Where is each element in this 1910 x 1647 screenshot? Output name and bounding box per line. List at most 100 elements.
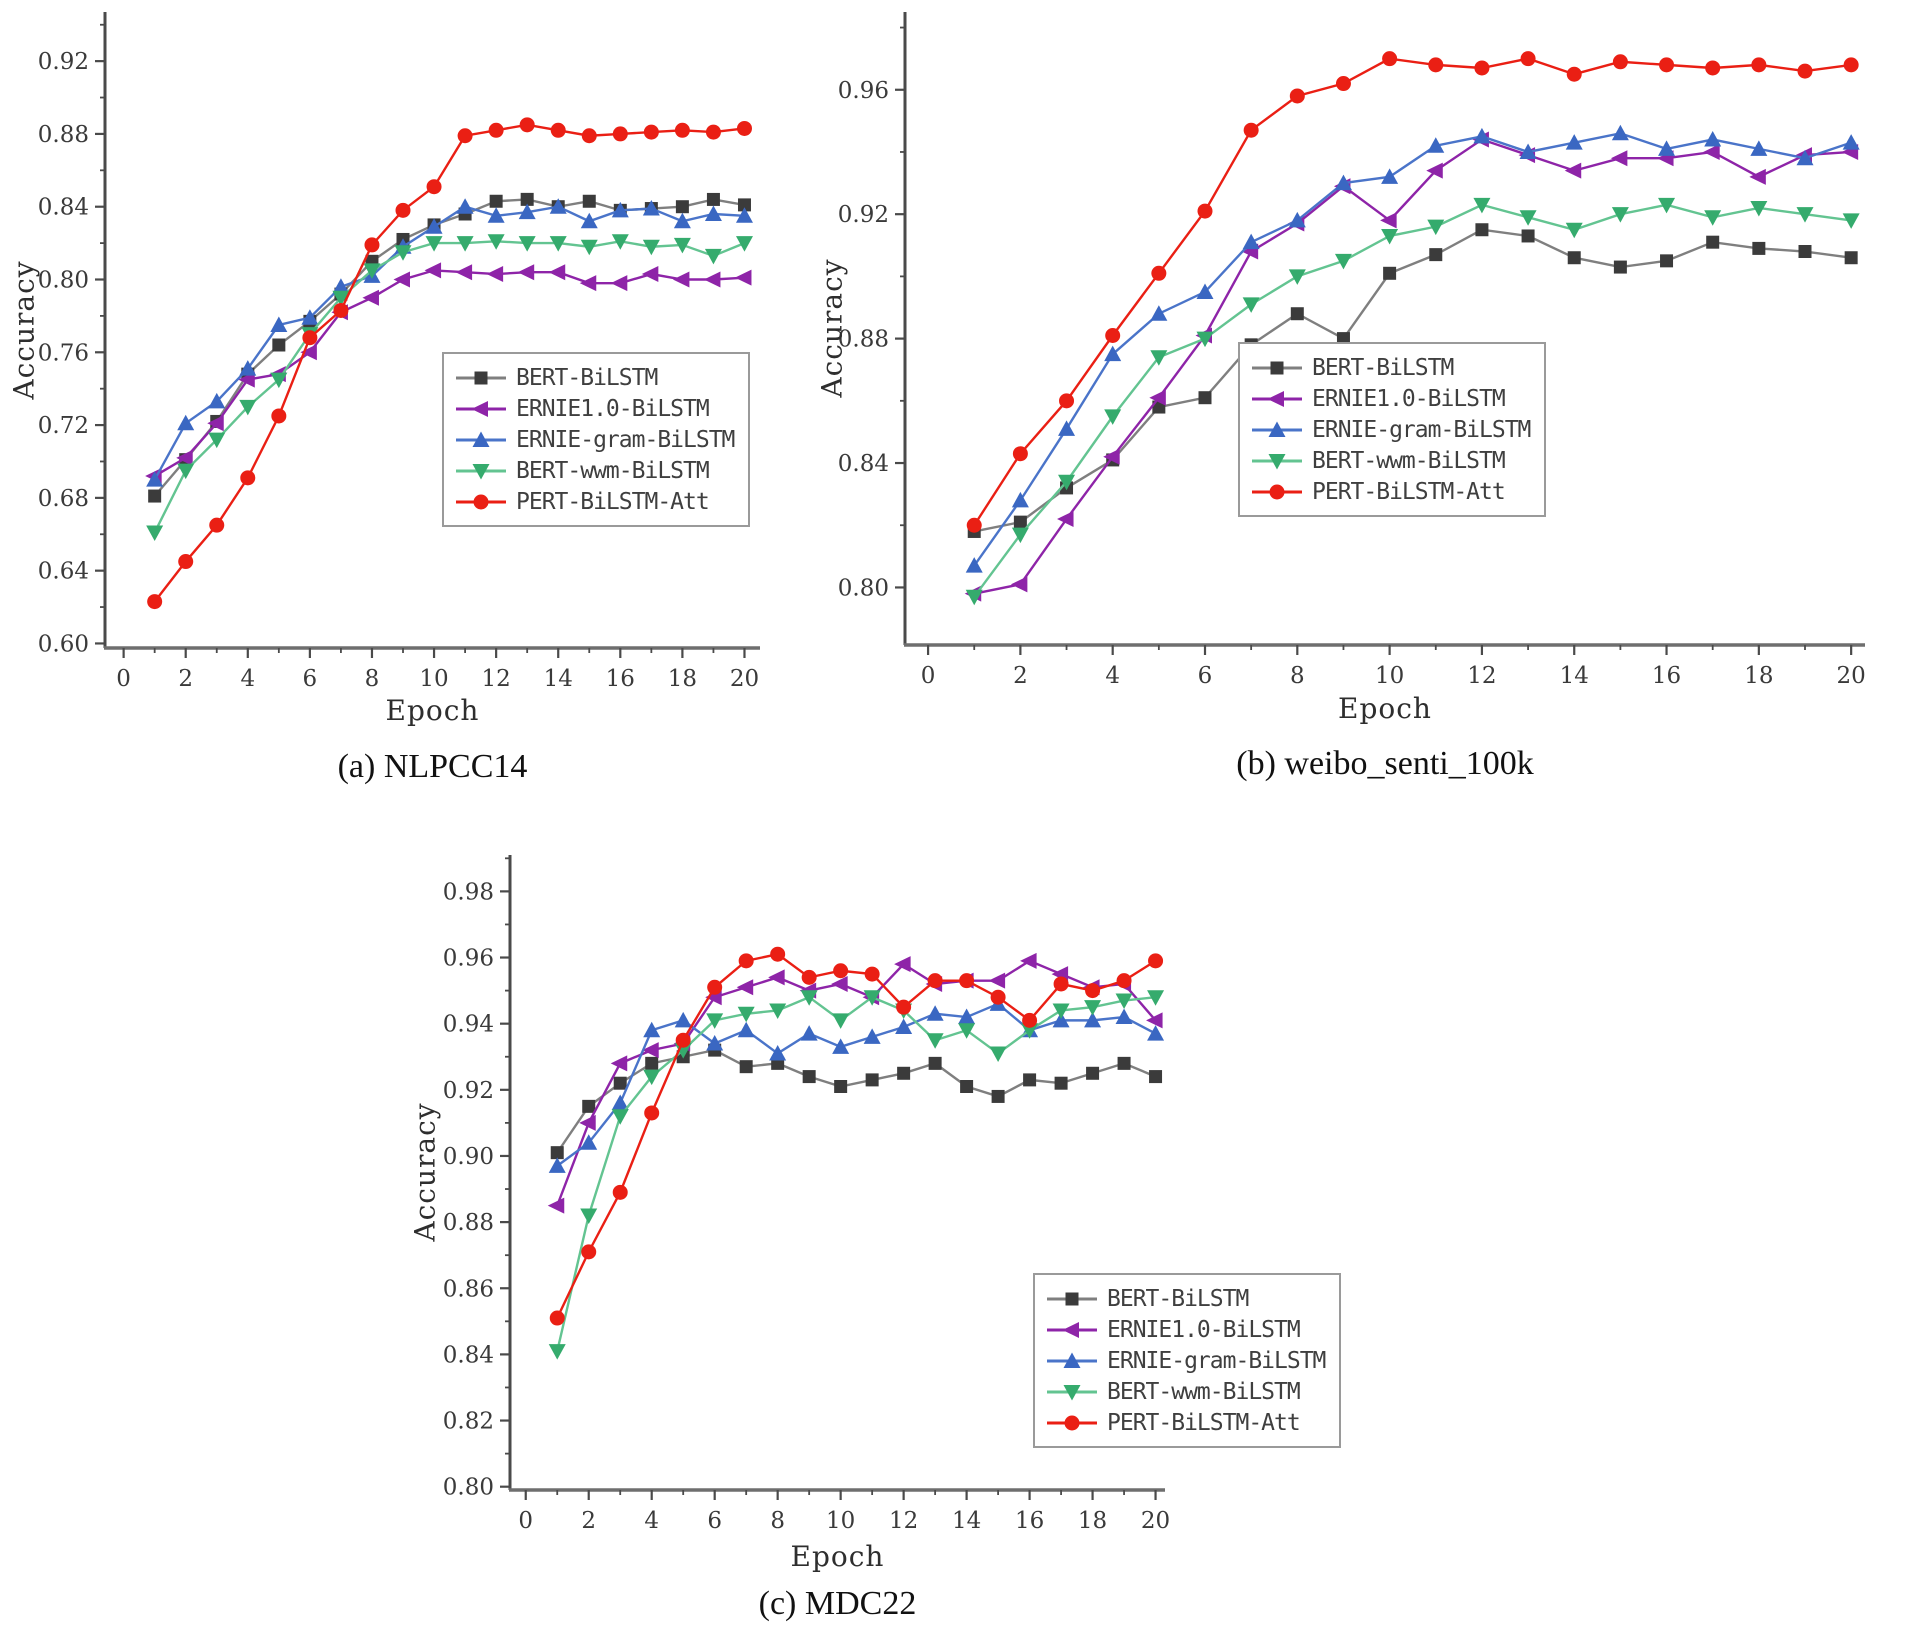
chart-panel-a: 0.60 0.64 0.68 0.72 0.76 0.80 0.84 0.88 0.92 0 2 4 6… [7, 0, 800, 830]
marker-square [928, 1056, 942, 1070]
marker-triangle-left [1057, 511, 1074, 528]
marker-triangle-up [1242, 233, 1260, 250]
legend: BERT-BiLSTM ERNIE1.0-BiLSTM ERNIE-gram-BiL… [1033, 1273, 1342, 1448]
marker-circle [519, 117, 535, 133]
marker-triangle-down [177, 463, 195, 480]
marker-circle [736, 120, 752, 136]
marker-triangle-down [1704, 210, 1722, 226]
marker-triangle-up [1334, 174, 1352, 191]
marker-circle [1053, 976, 1069, 992]
legend-label: BERT-wwm-BiLSTM [1107, 1378, 1301, 1405]
marker-triangle-up [146, 471, 164, 487]
marker-triangle-up [832, 1038, 850, 1054]
chart-panel-b: 0.80 0.84 0.88 0.92 0.96 0 2 4 6 8 10 12 14 16 18 20 Ac… [816, 0, 1910, 830]
marker-triangle-down [580, 239, 598, 256]
x-tick-label: 4 [644, 1508, 659, 1534]
series-line [973, 57, 1852, 526]
marker-square [802, 1070, 816, 1084]
y-tick-label: 0.96 [443, 946, 494, 972]
marker-triangle-left [1103, 448, 1120, 465]
marker-circle [395, 202, 411, 218]
chart-c-plot: 0.80 0.82 0.84 0.86 0.88 0.90 0.92 0.94 0.96 0.98… [405, 845, 1365, 1549]
legend-label: ERNIE1.0-BiLSTM [1107, 1316, 1301, 1343]
marker-triangle-up [1058, 420, 1076, 436]
marker-triangle-down [1021, 1023, 1039, 1039]
chart-svg: 0.80 0.82 0.84 0.86 0.88 0.90 0.92 0.94 0.96 0.98… [443, 855, 1170, 1534]
marker-triangle-up [1519, 143, 1537, 159]
marker-square [1798, 245, 1812, 259]
marker-triangle-up [580, 1134, 598, 1150]
legend-item: ERNIE1.0-BiLSTM [1250, 383, 1530, 414]
marker-triangle-left [207, 415, 224, 432]
marker-triangle-up [895, 1018, 913, 1034]
marker-triangle-down [425, 236, 443, 252]
marker-triangle-down [1565, 222, 1583, 239]
marker-circle [333, 302, 349, 318]
marker-circle [1797, 63, 1813, 79]
y-tick-label: 0.84 [838, 451, 889, 477]
marker-triangle-left [736, 979, 754, 996]
marker-square [1567, 251, 1581, 265]
x-tick-label: 14 [1560, 663, 1589, 689]
marker-circle [1059, 393, 1075, 409]
marker-triangle-down [1796, 207, 1814, 223]
marker-triangle-up [1381, 168, 1399, 184]
legend-sample [1252, 361, 1302, 374]
y-tick-label: 0.80 [443, 1475, 494, 1501]
x-tick-label: 6 [303, 666, 318, 692]
marker-square [737, 198, 751, 212]
x-tick-label: 0 [518, 1508, 533, 1534]
chart-svg: 0.60 0.64 0.68 0.72 0.76 0.80 0.84 0.88 0.92 0 2 4 6… [38, 12, 760, 692]
marker-triangle-down [611, 1109, 629, 1125]
marker-circle [770, 946, 786, 962]
x-tick-label: 8 [365, 666, 380, 692]
x-tick-label: 12 [889, 1508, 918, 1534]
marker-triangle-down [1115, 993, 1133, 1010]
marker-triangle-left [393, 271, 411, 288]
chart-b-caption: (b) weibo_senti_100k [1236, 745, 1534, 782]
series-ERNIE1.0-BiLSTM [145, 262, 752, 485]
legend-sample [456, 371, 506, 384]
marker-circle [1659, 57, 1675, 73]
marker-square [960, 1080, 974, 1094]
marker-triangle-left [579, 1114, 596, 1131]
marker-triangle-up [1750, 140, 1768, 156]
chart-a-ylabel: Accuracy [7, 260, 41, 400]
chart-a-xlabel: Epoch [385, 694, 480, 727]
marker-square [1429, 248, 1443, 262]
marker-square [1149, 1070, 1163, 1084]
chart-c-caption: (c) MDC22 [758, 1585, 917, 1622]
marker-circle [1012, 446, 1028, 462]
marker-triangle-down [1052, 1003, 1070, 1019]
marker-triangle-down [673, 237, 691, 254]
marker-triangle-down [1268, 453, 1286, 469]
marker-square [1336, 332, 1350, 346]
marker-triangle-up [270, 316, 288, 332]
marker-triangle-up [1115, 1008, 1133, 1025]
marker-triangle-down [208, 432, 226, 449]
marker-triangle-up [1011, 491, 1029, 508]
marker-square [272, 338, 286, 352]
marker-circle [1751, 57, 1767, 73]
marker-square [1475, 223, 1489, 237]
x-tick-label: 4 [240, 666, 255, 692]
marker-circle [643, 124, 659, 140]
marker-circle [612, 1184, 628, 1200]
marker-circle [1705, 60, 1721, 76]
marker-square [1383, 266, 1397, 280]
marker-square [865, 1073, 879, 1087]
marker-triangle-down [1288, 269, 1306, 285]
legend: BERT-BiLSTM ERNIE1.0-BiLSTM ERNIE-gram-BiL… [442, 352, 751, 527]
legend-item: ERNIE-gram-BiLSTM [454, 424, 735, 455]
series-line [973, 203, 1852, 598]
legend-item: PERT-BiLSTM-Att [454, 486, 734, 517]
marker-triangle-up [611, 1094, 629, 1111]
marker-circle [644, 1105, 660, 1121]
x-tick-label: 12 [1467, 663, 1496, 689]
x-tick-label: 2 [581, 1508, 596, 1534]
marker-triangle-left [894, 956, 911, 973]
x-tick-label: 14 [544, 666, 573, 692]
legend-item: BERT-wwm-BiLSTM [1250, 445, 1530, 476]
legend-label: ERNIE-gram-BiLSTM [516, 426, 735, 453]
marker-circle [801, 969, 817, 985]
